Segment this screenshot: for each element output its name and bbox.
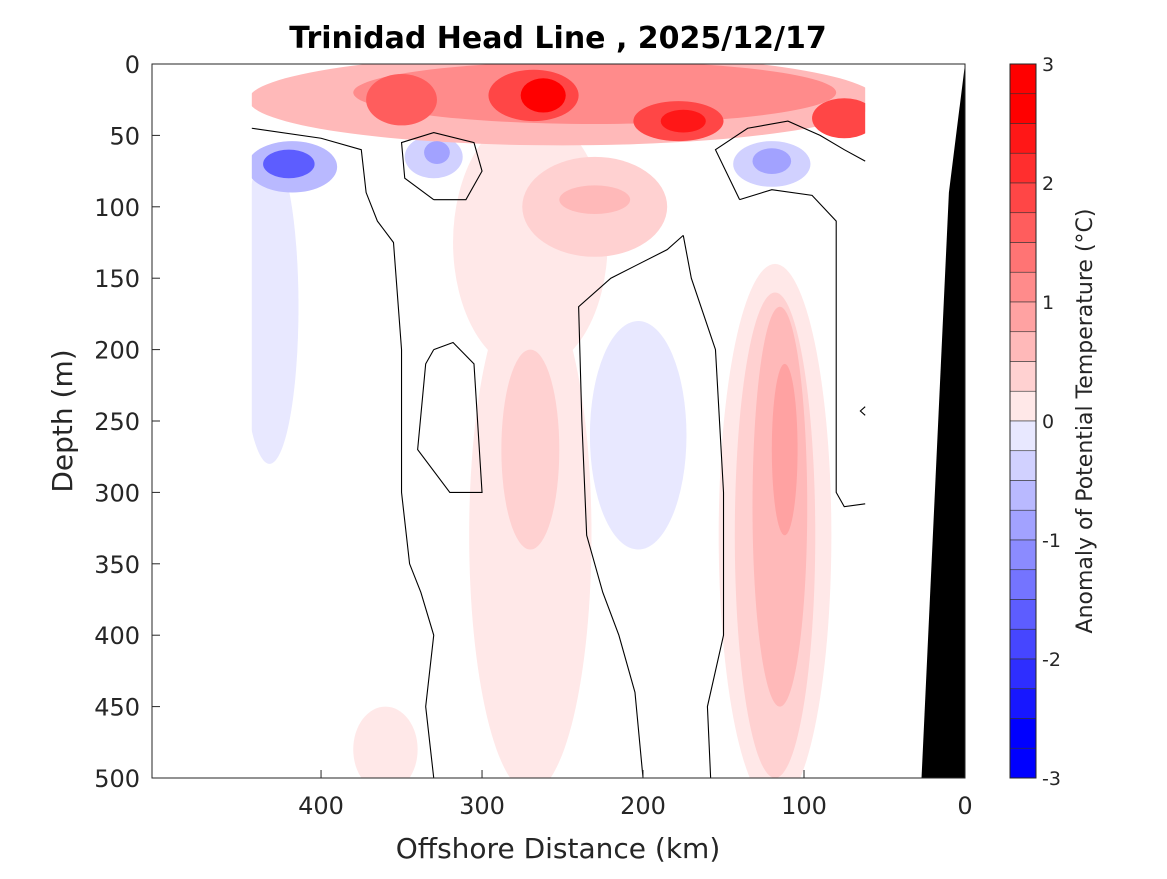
colorbar-swatch xyxy=(1009,539,1037,571)
zero-contour-line xyxy=(251,127,435,779)
axes: 400 300 200 100 0 0 50 100 150 200 250 300 350 400 450… xyxy=(94,51,972,820)
colorbar-swatch xyxy=(1009,123,1037,154)
y-tick-label: 100 xyxy=(94,194,140,222)
y-tick-label: 200 xyxy=(94,337,140,365)
x-tick-label: 100 xyxy=(781,792,827,820)
anomaly-region xyxy=(353,64,837,124)
colorbar-tick-label: -1 xyxy=(1042,530,1061,552)
colorbar-swatch xyxy=(1009,628,1037,660)
colorbar-swatch xyxy=(1009,658,1037,690)
anomaly-fill-layer xyxy=(251,64,866,778)
x-tick-label: 200 xyxy=(620,792,666,820)
colorbar-swatch xyxy=(1009,599,1037,630)
colorbar-swatch xyxy=(1009,390,1037,422)
colorbar-swatch xyxy=(1009,331,1037,362)
colorbar-swatch xyxy=(1009,93,1037,124)
y-tick-label: 50 xyxy=(109,122,140,150)
chart-title: Trinidad Head Line , 2025/12/17 xyxy=(289,21,826,56)
y-axis-label: Depth (m) xyxy=(46,349,79,492)
anomaly-region xyxy=(501,349,560,550)
y-tick-label: 0 xyxy=(125,51,140,79)
x-tick-label: 0 xyxy=(957,792,972,820)
zero-contour-line xyxy=(400,131,483,201)
colorbar-tick-label: 1 xyxy=(1042,292,1054,314)
colorbar-swatch xyxy=(1009,182,1037,214)
zero-contour-line xyxy=(859,406,866,416)
colorbar-tick-label: -3 xyxy=(1042,768,1061,790)
zero-contour-line xyxy=(682,235,725,779)
colorbar-swatch xyxy=(1009,747,1037,779)
bathymetry-seafloor xyxy=(921,64,965,778)
anomaly-region xyxy=(771,363,798,536)
y-tick-label: 150 xyxy=(94,265,140,293)
colorbar-swatch xyxy=(1009,63,1037,95)
colorbar-swatch xyxy=(1009,509,1037,541)
anomaly-region xyxy=(366,73,437,126)
colorbar-tick-label: 0 xyxy=(1042,411,1054,433)
colorbar-swatch xyxy=(1009,301,1037,333)
y-tick-label: 250 xyxy=(94,408,140,436)
colorbar-swatch xyxy=(1009,420,1037,452)
anomaly-region xyxy=(752,148,792,174)
colorbar-swatch xyxy=(1009,212,1037,243)
anomaly-region xyxy=(559,185,631,214)
y-tick-label: 450 xyxy=(94,694,140,722)
anomaly-region xyxy=(660,109,706,133)
zero-contour-line xyxy=(739,189,866,508)
colorbar-swatch xyxy=(1009,242,1037,273)
colorbar-swatch xyxy=(1009,718,1037,749)
colorbar-tick-label: 2 xyxy=(1042,173,1054,195)
anomaly-region xyxy=(424,141,450,164)
y-tick-label: 350 xyxy=(94,551,140,579)
colorbar-tick-label: 3 xyxy=(1042,54,1054,76)
colorbar-label: Anomaly of Potential Temperature (°C) xyxy=(1073,209,1098,634)
anomaly-region xyxy=(589,321,687,550)
colorbar-swatch xyxy=(1009,152,1037,184)
colorbar-swatch xyxy=(1009,450,1037,481)
anomaly-region xyxy=(812,98,866,139)
colorbar-swatch xyxy=(1009,271,1037,303)
x-axis-label: Offshore Distance (km) xyxy=(396,832,721,865)
anomaly-region xyxy=(251,149,299,464)
colorbar-swatch xyxy=(1009,569,1037,600)
colorbar-swatch xyxy=(1009,361,1037,392)
zero-contour-line xyxy=(578,234,684,779)
colorbar-swatch xyxy=(1009,480,1037,511)
zero-contour-line xyxy=(417,341,483,493)
colorbar: 3 2 1 0 -1 -2 -3 xyxy=(1009,54,1061,790)
y-tick-label: 300 xyxy=(94,479,140,507)
x-tick-label: 400 xyxy=(298,792,344,820)
y-tick-label: 500 xyxy=(94,765,140,793)
colorbar-swatch xyxy=(1009,688,1037,719)
y-tick-label: 400 xyxy=(94,622,140,650)
anomaly-region xyxy=(520,78,566,113)
plot-area xyxy=(152,64,965,779)
anomaly-region xyxy=(263,149,315,179)
x-tick-label: 300 xyxy=(459,792,505,820)
anomaly-region xyxy=(353,706,418,778)
colorbar-frame xyxy=(1009,63,1037,779)
colorbar-tick-label: -2 xyxy=(1042,649,1061,671)
zero-contour-line xyxy=(714,120,866,200)
